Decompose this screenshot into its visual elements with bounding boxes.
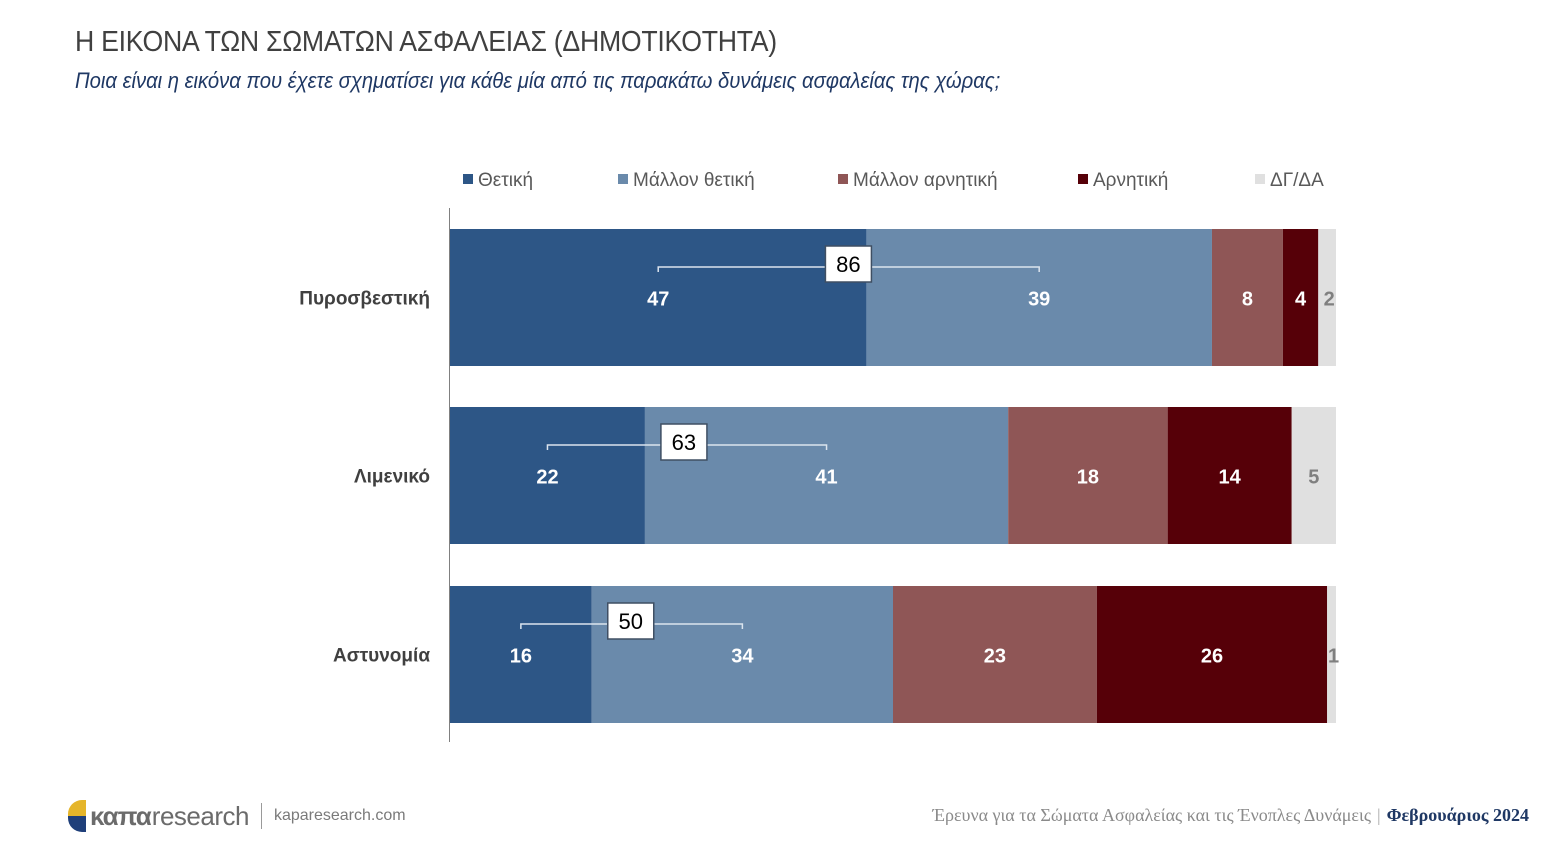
bar-segment-0-2 [1211,229,1283,366]
bar-segment-0-0 [450,229,867,366]
legend-swatch-1 [618,174,628,184]
data-label-0-0: 47 [647,289,669,311]
category-label-2: Αστυνομία [333,646,430,667]
category-label-1: Λιμενικό [354,467,430,488]
total-label-2: 50 [619,609,643,634]
website-url: kaparesearch.com [273,807,406,824]
bar-segment-1-3 [1167,407,1292,544]
logo-icon [68,800,86,832]
category-label-0: Πυροσβεστική [299,289,430,310]
logo-brand-light: research [151,800,250,831]
survey-name: Έρευνα για τα Σώματα Ασφαλείας και τις Έ… [932,805,1371,825]
logo-divider [260,803,262,829]
legend-label-0: Θετική [478,170,533,191]
data-label-2-2: 23 [984,646,1006,668]
data-label-0-1: 39 [1028,289,1050,311]
page-title: Η ΕΙΚΟΝΑ ΤΩΝ ΣΩΜΑΤΩΝ ΑΣΦΑΛΕΙΑΣ (ΔΗΜΟΤΙΚΟ… [75,26,777,58]
data-label-1-0: 22 [536,467,558,489]
footer-separator: | [1376,805,1381,825]
bar-segment-0-4 [1318,229,1336,366]
legend-label-2: Μάλλον αρνητική [853,170,998,191]
bar-segment-2-0 [450,586,592,723]
bar-segment-1-4 [1291,407,1336,544]
legend-swatch-3 [1078,174,1088,184]
data-label-0-3: 4 [1295,289,1307,311]
data-label-0-2: 8 [1242,289,1253,311]
logo-brand-bold: καπα [90,800,152,831]
legend-swatch-0 [463,174,473,184]
footer-survey-info: Έρευνα για τα Σώματα Ασφαλείας και τις Έ… [933,805,1530,826]
legend-swatch-2 [838,174,848,184]
total-box-2 [607,602,655,640]
legend-label-3: Αρνητική [1093,170,1168,191]
data-label-1-3: 14 [1219,467,1242,489]
kapa-research-logo: καπα research kaparesearch.com [68,798,406,834]
data-label-2-0: 16 [510,646,532,668]
bar-segment-2-3 [1096,586,1328,723]
total-label-1: 63 [672,430,696,455]
data-label-2-4: 1 [1328,646,1339,668]
total-box-1 [660,423,708,461]
total-label-0: 86 [836,252,860,277]
total-box-0 [824,245,873,283]
data-label-2-1: 34 [731,646,754,668]
legend-label-1: Μάλλον θετική [633,170,755,191]
bar-segment-1-2 [1008,407,1168,544]
bar-segment-1-0 [450,407,645,544]
legend-swatch-4 [1255,174,1265,184]
data-label-1-4: 5 [1308,467,1319,489]
data-label-2-3: 26 [1201,646,1223,668]
legend-label-4: ΔΓ/ΔΑ [1270,170,1324,191]
bar-segment-2-2 [893,586,1097,723]
data-label-0-4: 2 [1324,289,1335,311]
bar-segment-0-1 [866,229,1212,366]
page-subtitle: Ποια είναι η εικόνα που έχετε σχηματίσει… [75,68,1001,93]
data-label-1-2: 18 [1077,467,1099,489]
survey-date: Φεβρουάριος 2024 [1386,805,1529,825]
bar-segment-0-3 [1282,229,1319,366]
data-label-1-1: 41 [815,467,837,489]
bar-segment-2-4 [1327,586,1336,723]
